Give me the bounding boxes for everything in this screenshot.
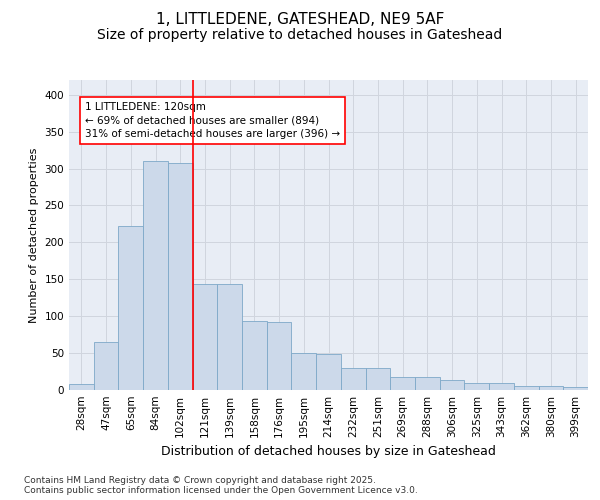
Bar — [217, 284, 242, 390]
Bar — [539, 386, 563, 390]
Bar — [267, 322, 292, 390]
X-axis label: Distribution of detached houses by size in Gateshead: Distribution of detached houses by size … — [161, 446, 496, 458]
Bar — [69, 384, 94, 390]
Bar — [94, 342, 118, 390]
Bar — [143, 161, 168, 390]
Bar — [316, 354, 341, 390]
Bar — [464, 382, 489, 390]
Text: 1 LITTLEDENE: 120sqm
← 69% of detached houses are smaller (894)
31% of semi-deta: 1 LITTLEDENE: 120sqm ← 69% of detached h… — [85, 102, 340, 139]
Bar — [390, 376, 415, 390]
Bar — [415, 376, 440, 390]
Y-axis label: Number of detached properties: Number of detached properties — [29, 148, 39, 322]
Bar — [514, 386, 539, 390]
Bar — [193, 284, 217, 390]
Bar — [440, 380, 464, 390]
Text: 1, LITTLEDENE, GATESHEAD, NE9 5AF: 1, LITTLEDENE, GATESHEAD, NE9 5AF — [156, 12, 444, 28]
Bar — [563, 387, 588, 390]
Bar — [168, 162, 193, 390]
Bar — [365, 368, 390, 390]
Bar — [242, 322, 267, 390]
Text: Contains HM Land Registry data © Crown copyright and database right 2025.
Contai: Contains HM Land Registry data © Crown c… — [24, 476, 418, 495]
Bar — [489, 382, 514, 390]
Bar — [118, 226, 143, 390]
Bar — [341, 368, 365, 390]
Bar — [292, 353, 316, 390]
Text: Size of property relative to detached houses in Gateshead: Size of property relative to detached ho… — [97, 28, 503, 42]
